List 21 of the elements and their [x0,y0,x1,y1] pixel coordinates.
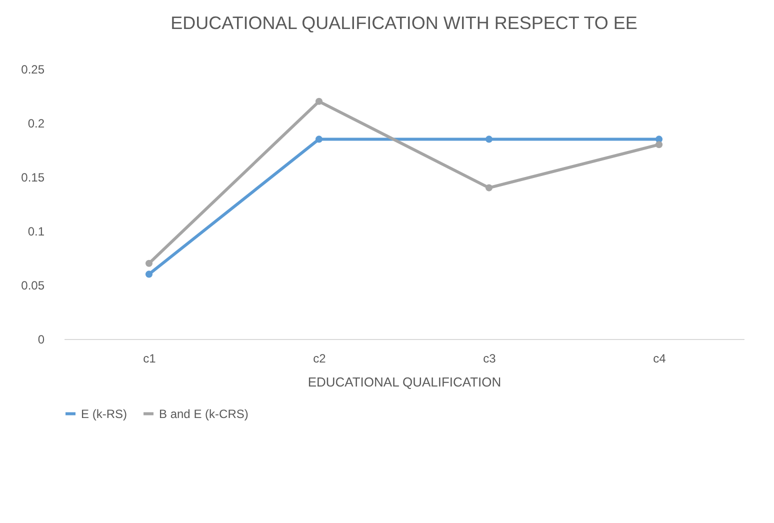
point [315,98,323,105]
y-tick-label: 0.1 [28,224,45,238]
point [315,136,323,143]
point [145,260,153,267]
chart-title: EDUCATIONAL QUALIFICATION WITH RESPECT TO EE [170,13,638,33]
x-tick-label: c2 [313,352,326,366]
y-tick-label: 0.2 [28,116,45,130]
x-axis-title: EDUCATIONAL QUALIFICATION [308,374,502,390]
point [485,184,493,192]
y-tick-label: 0.15 [21,170,45,184]
x-tick-label: c3 [483,352,496,366]
y-tick-label: 0.25 [21,62,45,76]
legend-label: E (k-RS) [81,406,127,421]
y-tick-label: 0 [38,332,45,346]
point [655,141,663,148]
legend-label: B and E (k-CRS) [159,406,248,421]
point [145,270,153,278]
point [485,136,493,143]
x-tick-label: c4 [653,352,666,366]
y-tick-label: 0.05 [21,278,45,292]
x-tick-label: c1 [143,352,156,366]
